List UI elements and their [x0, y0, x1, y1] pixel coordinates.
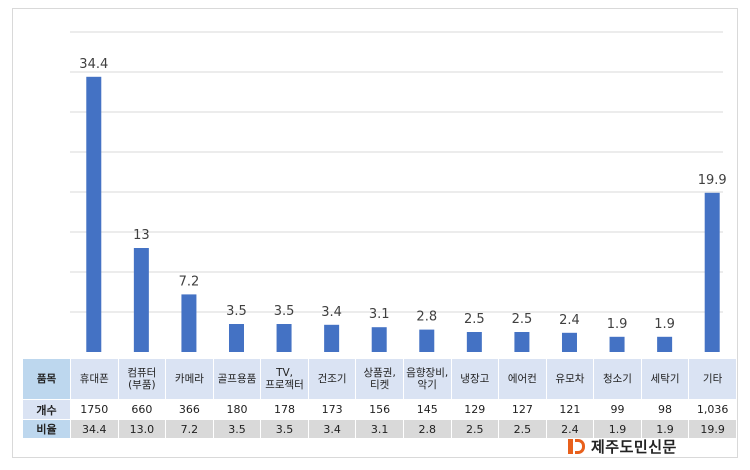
table-cell-ratio: 34.4 [70, 419, 119, 439]
bar-value-label: 1.9 [607, 317, 628, 332]
table-cell-ratio: 19.9 [688, 419, 737, 439]
bar [86, 76, 102, 353]
table-cell-ratio: 7.2 [165, 419, 214, 439]
table-cell-ratio: 1.9 [593, 419, 642, 439]
table-cell-count: 121 [545, 399, 595, 420]
logo-text: 제주도민신문 [591, 437, 677, 456]
bar-value-label: 2.5 [512, 312, 533, 327]
table-cell-ratio: 13.0 [117, 419, 167, 439]
data-table: 품목 휴대폰 컴퓨터 (부품) 카메라 골프용품 TV, 프로젝터 건조기 상품권, 티켓 음… [22, 358, 737, 439]
bar [514, 332, 530, 352]
table-cell-count: 366 [165, 399, 214, 420]
table-cell-ratio: 2.5 [450, 419, 500, 439]
table-cell-count: 180 [212, 399, 262, 420]
table-cell-category: 에어컨 [498, 358, 547, 400]
bar [609, 336, 625, 352]
bar-value-label: 34.4 [79, 57, 108, 72]
table-cell-category: 냉장고 [450, 358, 500, 400]
bar-value-label: 13 [133, 228, 150, 243]
bar-value-label: 3.4 [321, 305, 342, 320]
table-cell-ratio: 3.5 [260, 419, 309, 439]
bar [561, 332, 577, 352]
table-cell-category: 유모차 [545, 358, 595, 400]
table-cell-ratio: 3.4 [307, 419, 357, 439]
table-cell-category: 세탁기 [640, 358, 690, 400]
table-row-ratios: 비율 34.4 13.0 7.2 3.5 3.5 3.4 3.1 2.8 2.5 2.5 2.4 1.… [22, 419, 737, 439]
bar [133, 248, 149, 352]
row-header-item: 품목 [22, 358, 71, 400]
table-cell-category: 기타 [688, 358, 737, 400]
table-cell-ratio: 3.1 [355, 419, 404, 439]
table-cell-category: 청소기 [593, 358, 642, 400]
table-cell-count: 99 [593, 399, 642, 420]
table-cell-category: 건조기 [307, 358, 357, 400]
table-cell-count: 173 [307, 399, 357, 420]
table-row-categories: 품목 휴대폰 컴퓨터 (부품) 카메라 골프용품 TV, 프로젝터 건조기 상품권, 티켓 음… [22, 358, 737, 400]
table-cell-count: 127 [498, 399, 547, 420]
bar [657, 336, 673, 352]
bar-value-label: 2.4 [559, 313, 580, 328]
bar-value-label: 3.5 [274, 304, 295, 319]
table-cell-count: 660 [117, 399, 167, 420]
publisher-logo: 제주도민신문 [568, 436, 677, 456]
table-cell-category: 상품권, 티켓 [355, 358, 404, 400]
table-cell-category: 휴대폰 [70, 358, 119, 400]
bar [419, 329, 435, 352]
table-cell-ratio: 2.8 [402, 419, 452, 439]
bar [228, 324, 244, 352]
bar [371, 327, 387, 352]
bar-value-label: 3.5 [226, 304, 247, 319]
table-cell-ratio: 3.5 [212, 419, 262, 439]
table-cell-category: 컴퓨터 (부품) [117, 358, 167, 400]
table-cell-category: 카메라 [165, 358, 214, 400]
bar [181, 294, 197, 352]
table-cell-category: 골프용품 [212, 358, 262, 400]
bar [324, 324, 340, 352]
table-cell-category: 음향장비, 악기 [402, 358, 452, 400]
bar-value-label: 7.2 [179, 274, 200, 289]
table-cell-count: 156 [355, 399, 404, 420]
table-row-counts: 개수 1750 660 366 180 178 173 156 145 129 127 121 99 9… [22, 399, 737, 420]
bar [704, 192, 720, 352]
row-header-ratio: 비율 [22, 419, 71, 439]
table-cell-count: 1,036 [688, 399, 737, 420]
bar-value-label: 1.9 [654, 317, 675, 332]
bar-value-label: 19.9 [698, 173, 727, 188]
bar-value-label: 2.5 [464, 312, 485, 327]
table-cell-ratio: 2.4 [545, 419, 595, 439]
bar-value-label: 2.8 [416, 310, 437, 325]
table-cell-count: 1750 [70, 399, 119, 420]
table-cell-ratio: 2.5 [498, 419, 547, 439]
logo-icon [568, 437, 586, 455]
table-cell-count: 178 [260, 399, 309, 420]
table-cell-count: 145 [402, 399, 452, 420]
bar-value-label: 3.1 [369, 307, 390, 322]
table-cell-category: TV, 프로젝터 [260, 358, 309, 400]
table-cell-count: 129 [450, 399, 500, 420]
bar [276, 324, 292, 352]
row-header-count: 개수 [22, 399, 71, 420]
bar [466, 332, 482, 352]
table-cell-count: 98 [640, 399, 690, 420]
